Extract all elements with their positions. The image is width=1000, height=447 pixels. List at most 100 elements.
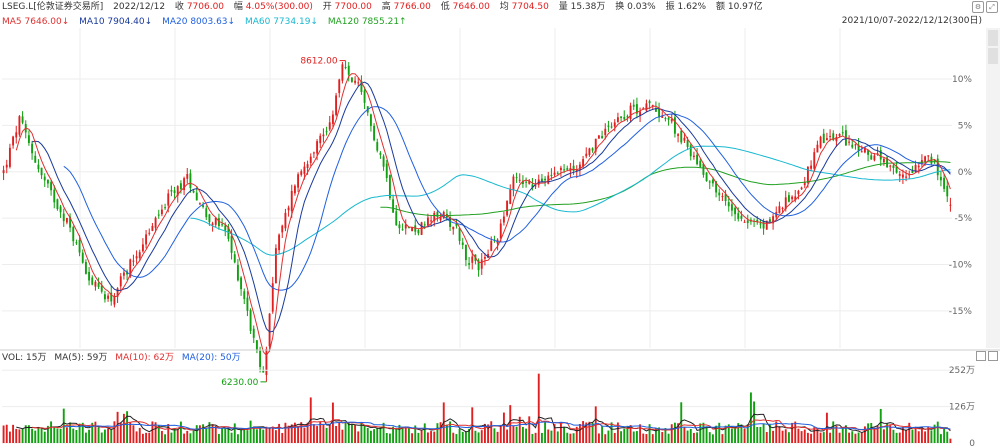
volume-bar — [686, 430, 689, 443]
candle-body — [943, 177, 946, 189]
candle-body — [867, 150, 870, 155]
candle-body — [426, 217, 429, 226]
candle-body — [312, 152, 315, 154]
quote-header: LSEG.L[伦敦证券交易所] 2022/12/12 收 7706.00 幅 4… — [2, 1, 998, 14]
candle-body — [183, 178, 186, 191]
date-range[interactable]: 2021/10/07-2022/12/12(300日) — [841, 16, 982, 26]
candle-body — [103, 294, 106, 300]
volume-bar — [183, 433, 186, 443]
settings-icon[interactable]: ⚙ — [972, 1, 984, 13]
candle-body — [673, 117, 676, 134]
candle-body — [651, 104, 654, 106]
volume-bar — [221, 428, 224, 443]
volume-bar — [673, 422, 676, 443]
candle-body — [784, 197, 787, 210]
volume-bar — [901, 427, 904, 443]
candle-body — [151, 225, 154, 231]
candle-body — [21, 116, 24, 123]
candle-body — [667, 117, 670, 120]
volume-bar — [572, 433, 575, 443]
volume-bar — [882, 429, 885, 443]
volume-bar — [350, 424, 353, 443]
symbol[interactable]: LSEG.L[伦敦证券交易所] — [2, 2, 104, 12]
volume-bar — [420, 430, 423, 443]
candle-body — [107, 295, 110, 299]
candle-body — [50, 182, 53, 191]
candle-body — [27, 135, 30, 143]
candle-body — [848, 141, 851, 143]
candle-body — [566, 168, 569, 170]
volume-toolbar — [974, 351, 998, 364]
candle-body — [588, 148, 591, 155]
volume-bar — [56, 428, 59, 443]
volume-bar — [768, 424, 771, 443]
turnover-field: 换 0.03% — [615, 2, 656, 12]
candle-body — [471, 256, 474, 263]
volume-bar — [214, 425, 217, 443]
candle-body — [236, 264, 239, 281]
candle-body — [198, 203, 201, 205]
candle-body — [94, 281, 97, 287]
candle-body — [787, 195, 790, 202]
candle-body — [59, 206, 62, 213]
volume-bar — [18, 429, 21, 443]
candle-body — [202, 205, 205, 207]
volume-bar — [566, 432, 569, 443]
ma20-line — [63, 106, 951, 291]
candle-body — [898, 174, 901, 176]
expand-icon[interactable]: ⤢ — [986, 1, 998, 13]
candle-body — [927, 155, 930, 157]
candle-body — [632, 104, 635, 107]
volume-bar — [645, 434, 648, 443]
candle-body — [841, 132, 844, 134]
candle-body — [240, 277, 243, 290]
volume-bar — [373, 429, 376, 443]
vol-expand-icon[interactable] — [988, 351, 998, 361]
volume-bar — [658, 427, 661, 443]
volume-bar — [544, 422, 547, 443]
candle-body — [252, 328, 255, 338]
volume-bar — [293, 422, 296, 443]
volume-bar — [436, 423, 439, 443]
volume-bar — [205, 428, 208, 443]
candle-body — [882, 158, 885, 163]
volume-bar — [620, 431, 623, 443]
volume-tick-label: 252万 — [949, 366, 975, 376]
volume-bar — [97, 427, 100, 443]
volume-bar — [553, 424, 556, 443]
candle-body — [499, 223, 502, 239]
volume-bar — [616, 422, 619, 443]
volume-bar — [889, 425, 892, 443]
candle-body — [718, 192, 721, 196]
y-tick-label: -5% — [954, 214, 972, 224]
candle-body — [157, 214, 160, 216]
candle-body — [211, 223, 214, 226]
candle-body — [547, 175, 550, 184]
candle-body — [455, 223, 458, 226]
amount-field: 额 10.97亿 — [715, 2, 763, 12]
candle-body — [645, 103, 648, 111]
volume-bar — [578, 424, 581, 443]
candle-body — [756, 219, 759, 222]
candle-body — [388, 175, 391, 199]
volume-bar — [34, 430, 37, 443]
volume-bar — [357, 431, 360, 443]
right-scroll-strip[interactable] — [986, 28, 1000, 348]
volume-bar — [426, 432, 429, 443]
volume-bar — [895, 432, 898, 443]
candle-body — [110, 292, 113, 302]
volume-bar — [651, 434, 654, 443]
candle-body — [319, 135, 322, 144]
volume-bar — [461, 431, 464, 443]
volume-bar — [762, 423, 765, 443]
volume-bar — [379, 426, 382, 443]
volume-bar — [920, 427, 923, 443]
vol-settings-icon[interactable] — [976, 351, 986, 361]
volume-bar — [521, 426, 524, 443]
vol-ma10-label: MA(10): 62万 — [115, 353, 174, 363]
volume-bar — [65, 427, 68, 443]
candle-body — [490, 240, 493, 251]
volume-bar — [518, 416, 521, 443]
candle-body — [917, 165, 920, 168]
